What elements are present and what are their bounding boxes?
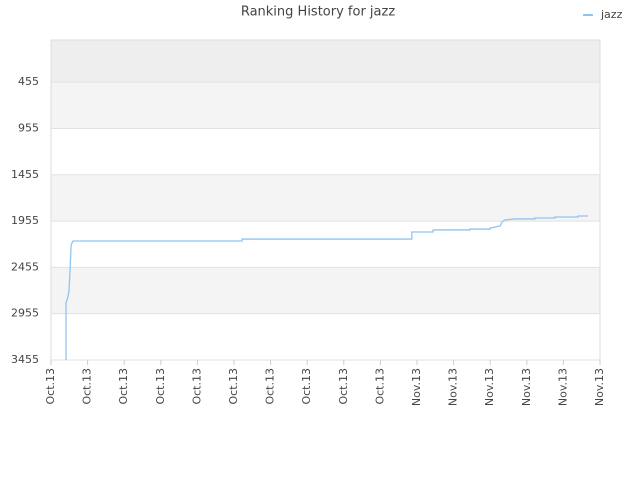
y-tick-label: 1455 — [11, 168, 39, 181]
plot-band — [51, 174, 600, 222]
x-tick-label: Nov.13 — [556, 368, 569, 406]
chart-title: Ranking History for jazz — [241, 5, 396, 20]
y-tick-label: 455 — [18, 75, 39, 88]
y-tick-label: 2455 — [11, 260, 39, 273]
y-tick-label: 3455 — [11, 353, 39, 366]
x-tick-label: Nov.13 — [447, 368, 460, 406]
x-tick-label: Nov.13 — [483, 368, 496, 406]
plot-band — [51, 40, 600, 83]
x-tick-label: Oct.13 — [190, 368, 203, 405]
x-tick-label: Nov.13 — [593, 368, 606, 406]
x-tick-label: Oct.13 — [154, 368, 167, 405]
y-tick-label: 955 — [18, 121, 39, 134]
x-tick-label: Oct.13 — [264, 368, 277, 405]
plot-band — [51, 221, 600, 268]
x-tick-label: Oct.13 — [337, 368, 350, 405]
y-tick-label: 1955 — [11, 214, 39, 227]
legend-label: jazz — [600, 8, 623, 21]
x-tick-label: Nov.13 — [520, 368, 533, 406]
plot-band — [51, 313, 600, 360]
plot-band — [51, 128, 600, 175]
plot-band — [51, 267, 600, 314]
x-tick-label: Oct.13 — [373, 368, 386, 405]
x-tick-label: Oct.13 — [227, 368, 240, 405]
x-tick-label: Oct.13 — [300, 368, 313, 405]
x-tick-label: Oct.13 — [44, 368, 57, 405]
series-line — [65, 215, 588, 360]
x-tick-label: Oct.13 — [117, 368, 130, 405]
plot-band — [51, 82, 600, 129]
y-tick-label: 2955 — [11, 307, 39, 320]
x-tick-label: Oct.13 — [81, 368, 94, 405]
x-tick-label: Nov.13 — [410, 368, 423, 406]
